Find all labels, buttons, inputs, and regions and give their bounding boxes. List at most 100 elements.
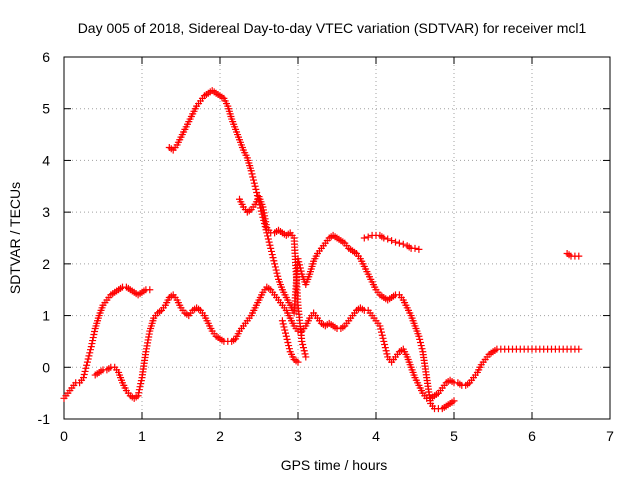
data-point xyxy=(283,335,291,343)
data-point xyxy=(388,237,396,245)
x-tick-label: 3 xyxy=(294,428,302,444)
data-point xyxy=(247,167,255,175)
data-point xyxy=(85,352,93,360)
data-point xyxy=(377,328,385,336)
data-point xyxy=(376,322,384,330)
data-point xyxy=(299,344,307,352)
data-point xyxy=(301,350,309,358)
data-point xyxy=(415,245,423,253)
data-point xyxy=(381,341,389,349)
data-point xyxy=(392,238,399,246)
data-point xyxy=(268,251,276,259)
data-point xyxy=(302,353,310,361)
data-point xyxy=(87,346,95,354)
y-tick-label: 5 xyxy=(42,101,50,117)
data-point xyxy=(281,326,289,334)
data-points xyxy=(60,87,583,413)
data-point xyxy=(575,345,583,353)
data-point xyxy=(377,325,385,333)
data-point xyxy=(380,337,388,345)
series-seg7 xyxy=(563,250,583,260)
data-point xyxy=(274,272,282,280)
data-point xyxy=(271,263,279,271)
series-seg5 xyxy=(278,317,302,366)
data-point xyxy=(450,397,458,405)
data-point xyxy=(284,338,292,346)
data-point xyxy=(81,367,89,375)
data-point xyxy=(83,361,91,369)
y-tick-label: 0 xyxy=(42,359,50,375)
data-point xyxy=(248,170,256,178)
data-point xyxy=(88,340,96,348)
y-tick-label: -1 xyxy=(38,411,51,427)
data-point xyxy=(90,331,98,339)
x-tick-label: 7 xyxy=(606,428,614,444)
data-point xyxy=(395,239,403,247)
data-point xyxy=(364,233,372,241)
data-point xyxy=(266,241,274,249)
data-point xyxy=(253,188,261,196)
data-point xyxy=(137,377,145,385)
data-point xyxy=(383,350,391,358)
data-point xyxy=(82,364,90,372)
x-tick-label: 5 xyxy=(450,428,458,444)
data-point xyxy=(135,389,143,397)
data-point xyxy=(87,343,95,351)
series-seg3 xyxy=(165,87,458,413)
x-axis-ticks: 0 1 2 3 4 5 6 7 xyxy=(60,57,614,444)
data-point xyxy=(134,392,142,400)
data-point xyxy=(379,334,387,342)
x-tick-label: 1 xyxy=(138,428,146,444)
data-point xyxy=(285,345,293,353)
data-point xyxy=(252,185,260,193)
y-tick-label: 6 xyxy=(42,49,50,65)
x-axis-label: GPS time / hours xyxy=(281,457,388,473)
y-tick-label: 1 xyxy=(42,308,50,324)
data-point xyxy=(80,374,87,382)
data-point xyxy=(80,371,88,379)
data-point xyxy=(299,341,307,349)
data-point xyxy=(135,386,143,394)
data-point xyxy=(273,269,281,277)
data-point xyxy=(83,358,91,366)
data-point xyxy=(249,173,257,181)
grid-lines xyxy=(64,57,610,419)
data-point xyxy=(382,347,390,355)
data-point xyxy=(416,335,424,343)
data-point xyxy=(418,345,426,353)
data-point xyxy=(575,252,583,260)
data-point xyxy=(384,235,392,243)
data-point xyxy=(296,261,304,269)
data-point xyxy=(271,260,279,268)
data-point xyxy=(282,332,290,340)
data-point xyxy=(250,179,258,187)
data-point xyxy=(251,182,259,190)
x-tick-label: 2 xyxy=(216,428,224,444)
data-point xyxy=(267,247,275,255)
data-point xyxy=(294,358,302,366)
data-point xyxy=(381,344,389,352)
data-point xyxy=(269,254,277,262)
data-point xyxy=(278,317,286,325)
data-point xyxy=(279,320,287,328)
data-point xyxy=(411,244,419,252)
x-tick-label: 0 xyxy=(60,428,68,444)
data-point xyxy=(267,244,275,252)
data-point xyxy=(285,342,293,350)
data-point xyxy=(416,338,424,346)
series-seg2 xyxy=(91,283,583,402)
data-point xyxy=(89,337,97,345)
data-point xyxy=(270,257,278,265)
y-axis-ticks: -1 0 1 2 3 4 5 6 xyxy=(38,49,610,427)
data-point xyxy=(360,234,368,242)
y-tick-label: 4 xyxy=(42,152,50,168)
x-tick-label: 4 xyxy=(372,428,380,444)
y-tick-label: 3 xyxy=(42,204,50,220)
series-seg6 xyxy=(360,231,423,253)
plot-frame xyxy=(63,56,611,420)
data-point xyxy=(136,383,144,391)
data-point xyxy=(86,349,94,357)
data-point xyxy=(282,329,290,337)
data-point xyxy=(265,238,273,246)
